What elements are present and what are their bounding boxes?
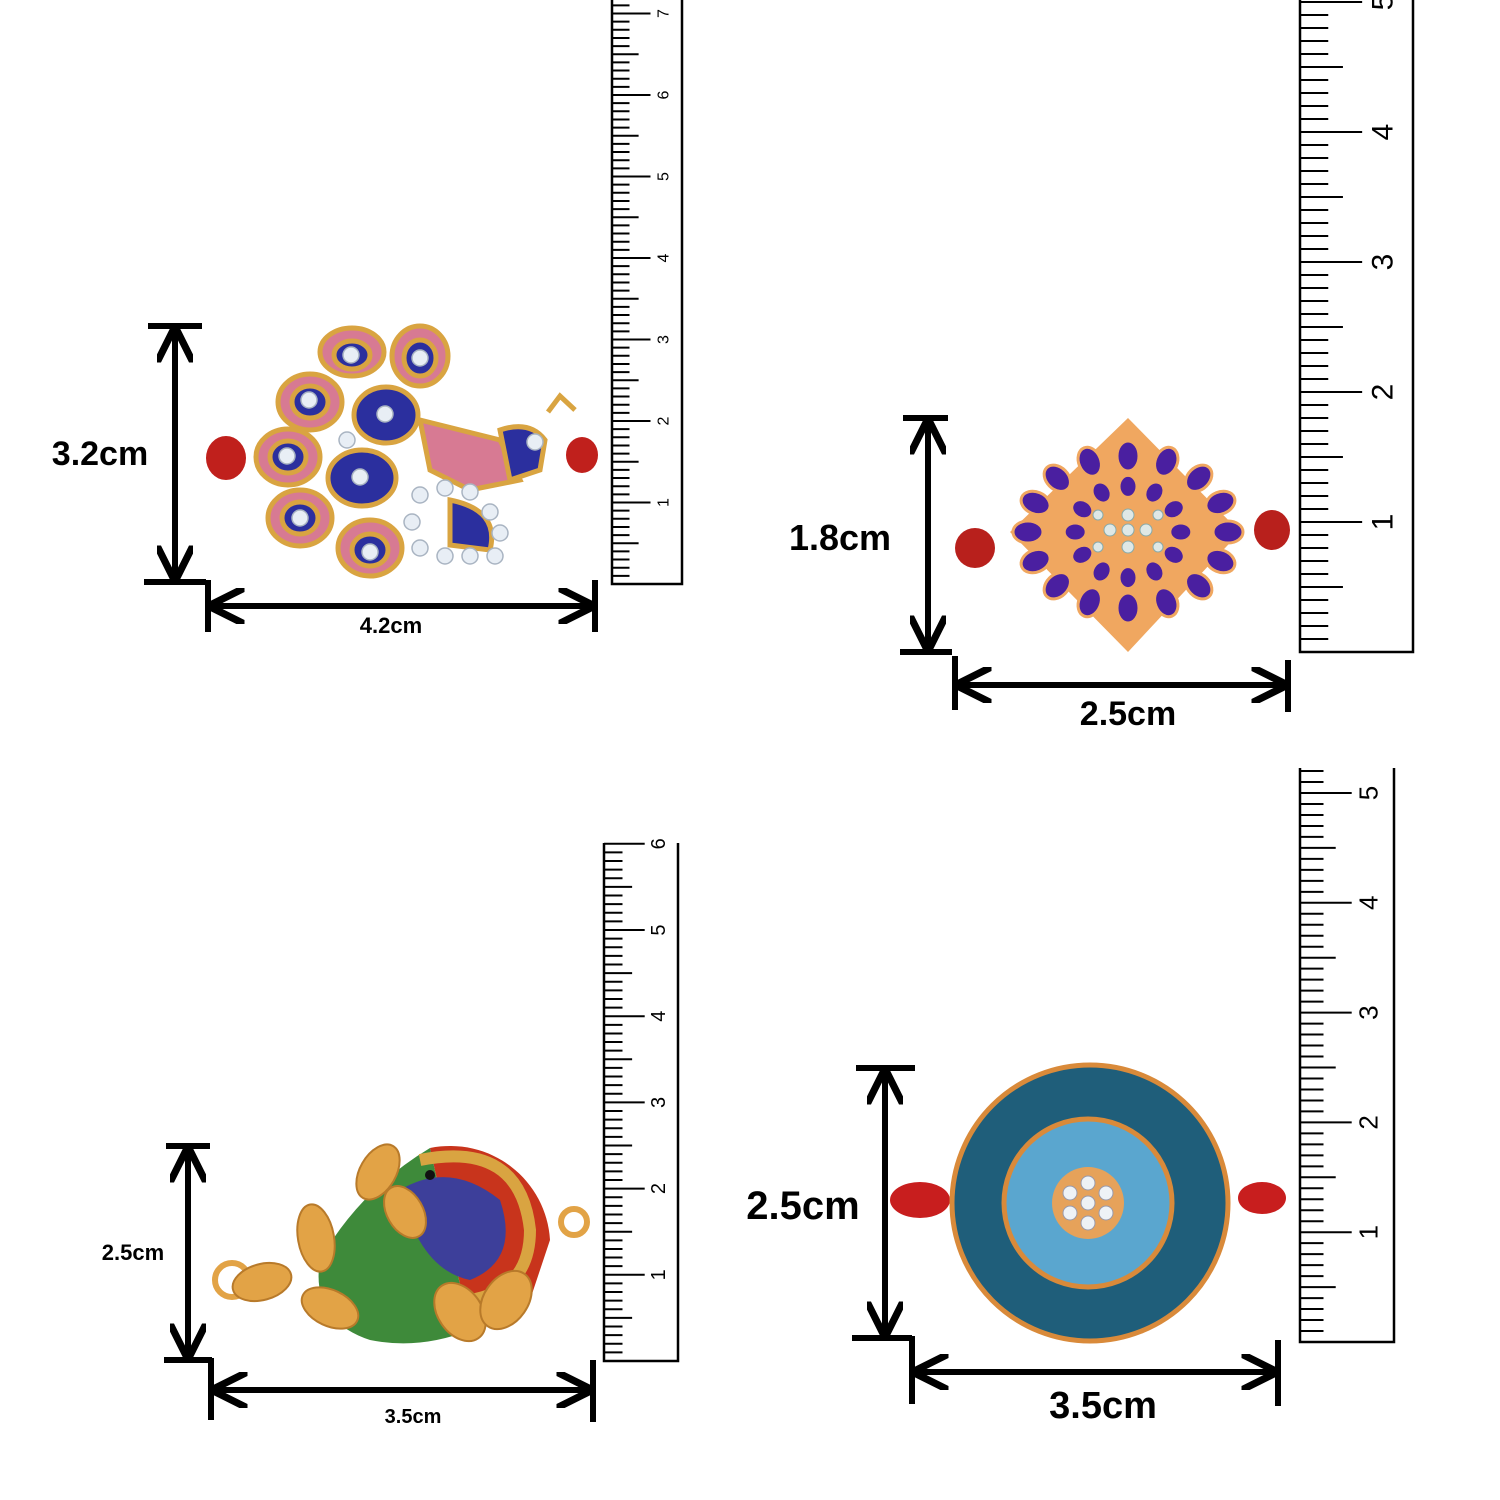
ruler-flower-rakhi: 1 2 3 4 5 xyxy=(1298,0,1415,654)
rulers: 1 2 3 4 5 6 7 1 2 3 4 5 1 2 3 4 5 6 1 2 3 4 5 xyxy=(602,0,1415,1363)
thread-left xyxy=(955,528,995,568)
flower-petal xyxy=(1204,547,1237,575)
height-label-peacock: 3.2cm xyxy=(52,435,148,473)
flower-petal xyxy=(1011,519,1045,545)
flower-petal xyxy=(1168,521,1194,543)
flower-petal xyxy=(1042,571,1072,601)
ruler-number: 6 xyxy=(656,90,673,99)
ruler-number: 5 xyxy=(656,172,673,181)
width-label-evil-eye: 3.5cm xyxy=(1049,1385,1157,1427)
parrot-eye xyxy=(425,1170,435,1180)
ruler-number: 3 xyxy=(1367,254,1400,271)
flower-petal xyxy=(1062,521,1088,543)
flower-petal xyxy=(1019,489,1052,517)
ruler-number: 7 xyxy=(656,9,673,18)
ruler-number: 5 xyxy=(648,924,670,935)
height-label-flower: 1.8cm xyxy=(789,517,891,558)
ruler-number: 6 xyxy=(648,838,670,849)
flower-petal xyxy=(1117,473,1139,499)
flower-petal xyxy=(1204,489,1237,517)
flower-petal xyxy=(1076,586,1103,619)
gold-leaves xyxy=(231,1143,533,1343)
peacock-rakhi xyxy=(206,323,598,579)
width-label-flower: 2.5cm xyxy=(1080,695,1176,733)
loop-right xyxy=(558,1206,590,1238)
ruler-number: 1 xyxy=(1367,514,1400,531)
flower-petal xyxy=(1161,498,1186,521)
ruler-number: 4 xyxy=(1367,124,1400,141)
crystals xyxy=(1092,508,1164,554)
ruler-peacock-rakhi: 1 2 3 4 5 6 7 xyxy=(610,0,684,586)
ruler-number: 3 xyxy=(1353,1005,1383,1019)
thread-right xyxy=(566,437,598,473)
ruler-number: 5 xyxy=(1353,786,1383,800)
flower-petal xyxy=(1070,543,1095,566)
flower-petal xyxy=(1117,565,1139,591)
thread-left xyxy=(890,1182,950,1218)
flower-petal xyxy=(1143,480,1166,505)
height-label-parrot: 2.5cm xyxy=(102,1240,164,1265)
crystals xyxy=(278,346,544,565)
dimension-labels: 3.2cm 4.2cm 1.8cm 2.5cm 2.5cm 3.5cm 2.5c… xyxy=(52,435,1176,1428)
flower-petal xyxy=(1076,445,1103,478)
ruler-number: 1 xyxy=(656,498,673,507)
ruler-outline xyxy=(1298,768,1396,1344)
ruler-number: 2 xyxy=(656,416,673,425)
flower-petal xyxy=(1143,559,1166,584)
ruler-number: 1 xyxy=(648,1269,670,1280)
flower-petal xyxy=(1161,543,1186,566)
flower-petal xyxy=(1090,480,1113,505)
height-label-evil-eye: 2.5cm xyxy=(746,1184,859,1228)
ruler-number: 3 xyxy=(656,335,673,344)
ruler-number: 5 xyxy=(1367,0,1400,10)
flower-petal xyxy=(1153,445,1180,478)
ruler-number: 3 xyxy=(648,1097,670,1108)
width-label-peacock: 4.2cm xyxy=(360,613,422,638)
thread-right xyxy=(1238,1182,1286,1214)
ruler-parrot-rakhi: 1 2 3 4 5 6 xyxy=(602,838,680,1363)
dimension-lines xyxy=(144,323,1291,1422)
ruler-number: 4 xyxy=(1353,896,1383,910)
flower-petal xyxy=(1090,559,1113,584)
flower-petal xyxy=(1211,519,1245,545)
ruler-number: 1 xyxy=(1353,1225,1383,1239)
flower-petal xyxy=(1115,591,1141,625)
thread-right xyxy=(1254,510,1290,550)
crystals xyxy=(1062,1175,1114,1231)
flower-petals xyxy=(1011,439,1245,625)
flower-petal xyxy=(1019,547,1052,575)
parrot-rakhi xyxy=(212,1143,590,1344)
ruler-evil-eye-rakhi: 1 2 3 4 5 xyxy=(1298,768,1396,1344)
evil-eye-rakhi xyxy=(890,1062,1286,1344)
ruler-number: 2 xyxy=(1353,1115,1383,1129)
flower-petal xyxy=(1115,439,1141,473)
ruler-number: 4 xyxy=(648,1011,670,1022)
ruler-number: 2 xyxy=(1367,384,1400,401)
flower-petal xyxy=(1042,463,1072,493)
peacock-feathers xyxy=(253,323,577,579)
thread-left xyxy=(206,436,246,480)
flower-petal xyxy=(1184,571,1214,601)
flower-rakhi xyxy=(955,418,1290,652)
flower-petal xyxy=(1184,463,1214,493)
width-label-parrot: 3.5cm xyxy=(385,1406,442,1428)
ruler-number: 4 xyxy=(656,253,673,262)
ruler-number: 2 xyxy=(648,1183,670,1194)
flower-petal xyxy=(1153,586,1180,619)
flower-petal xyxy=(1070,498,1095,521)
ruler-outline xyxy=(610,0,684,586)
